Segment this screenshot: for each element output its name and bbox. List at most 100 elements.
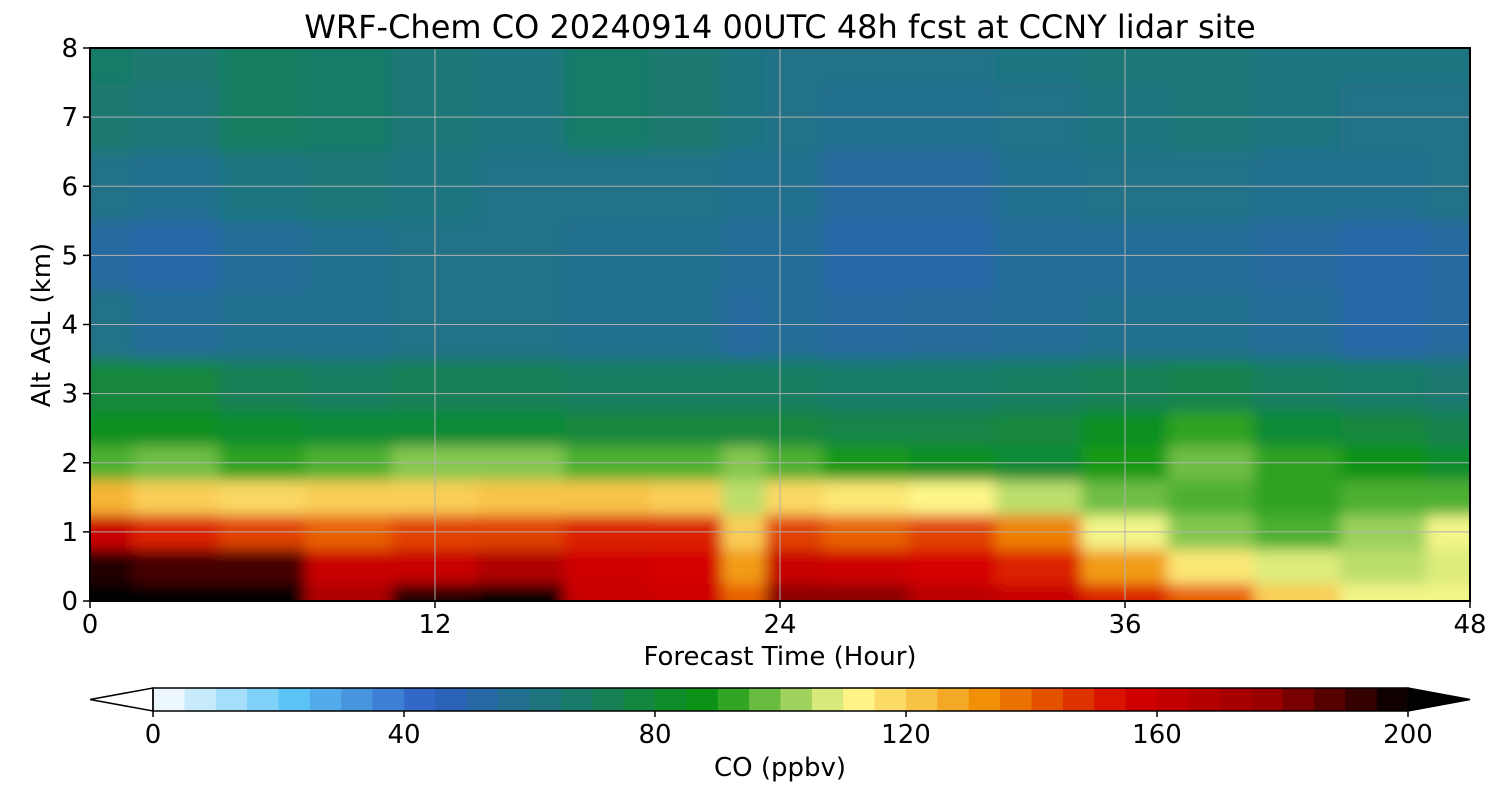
- colorbar-bin: [655, 688, 687, 711]
- heatmap-cell: [218, 583, 307, 601]
- heatmap-cell: [1426, 548, 1470, 585]
- heatmap-cell: [1253, 583, 1342, 601]
- x-tick-label: 24: [763, 610, 796, 640]
- heatmap-cell: [822, 410, 910, 446]
- heatmap-cell: [822, 48, 910, 84]
- heatmap-cell: [995, 583, 1083, 601]
- heatmap-cell: [1340, 479, 1428, 516]
- y-tick-label: 0: [61, 587, 78, 617]
- colorbar-bin: [1188, 688, 1221, 711]
- heatmap-cell: [1340, 48, 1428, 84]
- heatmap-cell: [305, 358, 393, 412]
- heatmap-cell: [1426, 583, 1470, 601]
- colorbar-bin: [215, 688, 248, 711]
- heatmap-cell: [765, 410, 824, 446]
- colorbar-bin: [1251, 688, 1284, 711]
- heatmap-cell: [132, 410, 220, 446]
- heatmap-field: [90, 48, 1470, 601]
- x-tick-label: 36: [1108, 610, 1141, 640]
- heatmap-cell: [650, 583, 723, 601]
- heatmap-cell: [908, 479, 997, 516]
- heatmap-cell: [1426, 48, 1470, 84]
- colorbar-extend-min: [89, 687, 154, 712]
- heatmap-cell: [1167, 583, 1255, 601]
- heatmap-cell: [995, 548, 1083, 585]
- colorbar-bin: [906, 688, 938, 711]
- heatmap-cell: [218, 48, 307, 84]
- heatmap-cell: [305, 48, 393, 84]
- heatmap-cell: [995, 358, 1083, 412]
- heatmap-cell: [90, 583, 134, 601]
- heatmap-cell: [132, 358, 220, 412]
- heatmap-cell: [1340, 548, 1428, 585]
- colorbar-label: CO (ppbv): [714, 753, 846, 783]
- colorbar-bin: [1313, 688, 1346, 711]
- colorbar-bin: [1000, 688, 1033, 711]
- heatmap-cell: [1253, 358, 1342, 412]
- heatmap-cell: [90, 479, 134, 516]
- heatmap-cell: [563, 48, 652, 84]
- heatmap-cell: [722, 410, 767, 446]
- heatmap-cell: [765, 48, 824, 84]
- heatmap-cell: [563, 583, 652, 601]
- heatmap-cell: [563, 358, 652, 412]
- colorbar-bin: [529, 688, 562, 711]
- heatmap-cell: [218, 358, 307, 412]
- heatmap-cell: [650, 48, 723, 84]
- heatmap-cell: [908, 48, 997, 84]
- colorbar-bin: [1376, 688, 1409, 711]
- heatmap-cell: [305, 548, 393, 585]
- chart-title: WRF-Chem CO 20240914 00UTC 48h fcst at C…: [304, 8, 1255, 46]
- colorbar-tick-label: 120: [881, 720, 931, 750]
- heatmap-cell: [1253, 48, 1342, 84]
- y-tick-label: 4: [61, 311, 78, 341]
- colorbar-bin: [1282, 688, 1315, 711]
- x-tick-label: 0: [82, 610, 99, 640]
- heatmap-cell: [650, 548, 723, 585]
- colorbar-bin: [623, 688, 656, 711]
- heatmap-cell: [218, 548, 307, 585]
- colorbar-bin: [937, 688, 970, 711]
- heatmap-cell: [650, 358, 723, 412]
- colorbar-bin: [404, 688, 436, 711]
- heatmap-cell: [1253, 410, 1342, 446]
- heatmap-cell: [477, 48, 565, 84]
- heatmap-cell: [1426, 358, 1470, 412]
- heatmap-cell: [722, 479, 767, 516]
- heatmap-cell: [908, 410, 997, 446]
- colorbar-bin: [435, 688, 468, 711]
- heatmap-cell: [995, 48, 1083, 84]
- heatmap-cell: [563, 479, 652, 516]
- x-axis-label: Forecast Time (Hour): [643, 642, 916, 672]
- heatmap-cell: [908, 583, 997, 601]
- colorbar-bin: [153, 688, 185, 711]
- heatmap-cell: [477, 410, 565, 446]
- heatmap-cell: [722, 583, 767, 601]
- colorbar-bin: [247, 688, 280, 711]
- x-tick-label: 48: [1453, 610, 1486, 640]
- colorbar-bin: [717, 688, 750, 711]
- colorbar-bin: [874, 688, 907, 711]
- y-tick-label: 2: [61, 449, 78, 479]
- heatmap-cell: [822, 583, 910, 601]
- colorbar-bin: [560, 688, 593, 711]
- colorbar-bin: [184, 688, 217, 711]
- y-axis: 0 1 2 3 4 5 6 7 8: [61, 34, 90, 617]
- heatmap-cell: [90, 358, 134, 412]
- heatmap-cell: [822, 479, 910, 516]
- colorbar-bin: [1219, 688, 1252, 711]
- heatmap-cell: [1340, 583, 1428, 601]
- heatmap-cell: [90, 48, 134, 84]
- heatmap-cell: [90, 410, 134, 446]
- colorbar-bin: [278, 688, 311, 711]
- y-axis-label: Alt AGL (km): [27, 243, 57, 407]
- x-tick-label: 12: [418, 610, 451, 640]
- y-tick-label: 6: [61, 172, 78, 202]
- colorbar-bin: [811, 688, 844, 711]
- heatmap-cell: [1340, 358, 1428, 412]
- heatmap-cell: [1167, 358, 1255, 412]
- colorbar-bin: [498, 688, 531, 711]
- heatmap-cell: [650, 410, 723, 446]
- heatmap-cell: [305, 410, 393, 446]
- heatmap-cell: [1340, 410, 1428, 446]
